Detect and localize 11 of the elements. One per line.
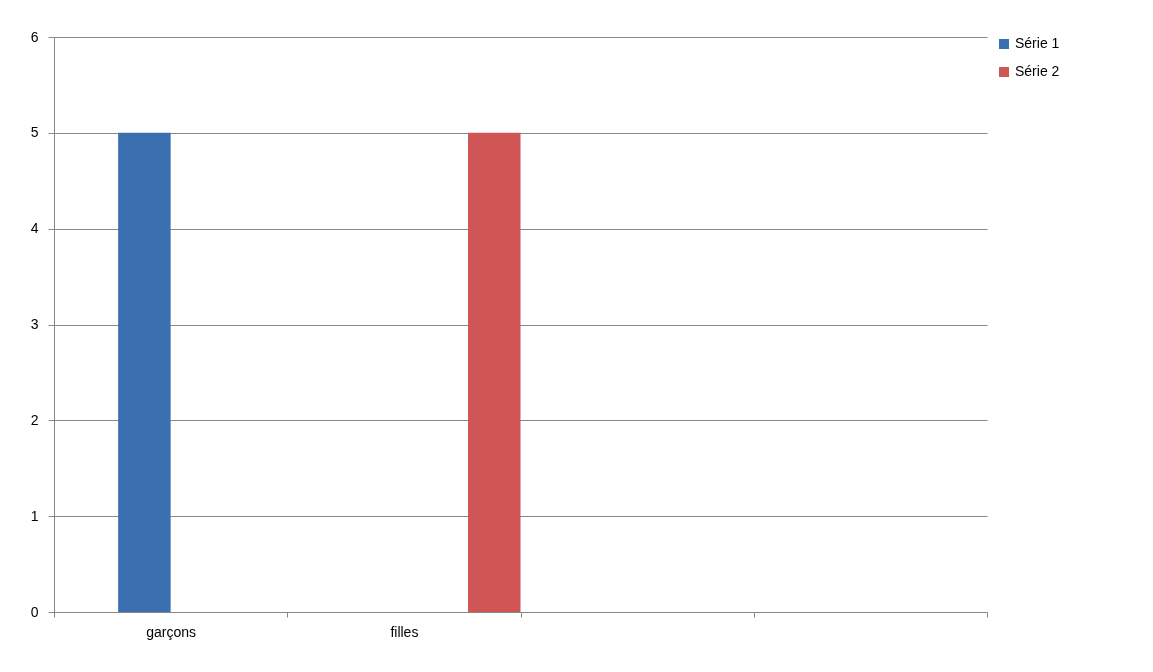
y-tick-label: 6 — [30, 28, 39, 45]
y-tick-label: 2 — [30, 411, 39, 428]
x-tick-label: garçons — [146, 623, 197, 640]
y-tick-label: 5 — [30, 124, 39, 141]
y-tick-label: 0 — [30, 603, 39, 620]
legend-label: Série 2 — [1015, 63, 1060, 79]
y-tick-label: 1 — [30, 507, 39, 524]
x-tick-label: filles — [390, 623, 419, 640]
legend-label: Série 1 — [1015, 35, 1060, 51]
y-tick-label: 3 — [30, 316, 39, 332]
y-tick-label: 4 — [30, 220, 39, 237]
